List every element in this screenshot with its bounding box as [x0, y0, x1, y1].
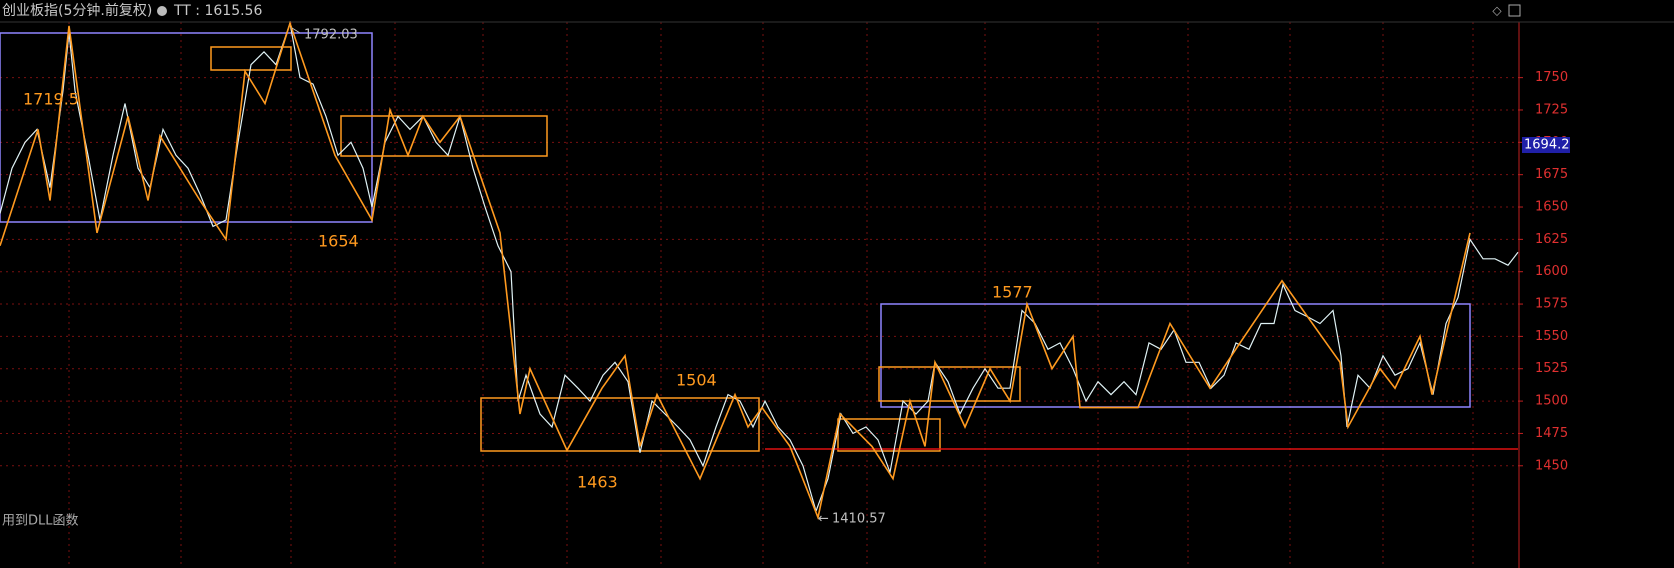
y-tick-label: 1625: [1535, 232, 1568, 247]
y-tick-label: 1600: [1535, 264, 1568, 279]
low-arrow: ←: [818, 512, 829, 527]
zigzag-line: [0, 20, 1471, 521]
y-tick-label: 1500: [1535, 394, 1568, 409]
annotation: 1654: [318, 232, 359, 251]
info-icon[interactable]: [157, 6, 167, 16]
y-tick-label: 1525: [1535, 361, 1568, 376]
high-label: 1792.03: [304, 28, 358, 43]
annotation: 1463: [577, 473, 618, 492]
y-tick-label: 1550: [1535, 329, 1568, 344]
low-label: 1410.57: [832, 512, 886, 527]
extreme-pointer: [291, 27, 301, 34]
window-icon[interactable]: [1508, 4, 1521, 17]
y-tick-label: 1650: [1535, 200, 1568, 215]
y-tick-label: 1675: [1535, 167, 1568, 182]
indicator-value: TT : 1615.56: [173, 3, 262, 19]
chart-title: 创业板指(5分钟.前复权): [2, 2, 152, 19]
annotation: 1719.5: [23, 90, 79, 109]
y-tick-label: 1725: [1535, 102, 1568, 117]
current-price-box: [1522, 137, 1570, 153]
y-tick-label: 1475: [1535, 426, 1568, 441]
y-tick-label: 1450: [1535, 458, 1568, 473]
current-price: 1694.2: [1524, 138, 1570, 153]
time-dividers: [68, 22, 1474, 568]
y-tick-label: 1575: [1535, 297, 1568, 312]
y-tick-label: 1750: [1535, 70, 1568, 85]
status-text: 用到DLL函数: [2, 514, 79, 529]
annotation: 1504: [676, 371, 717, 390]
toggle-icon[interactable]: ◇: [1492, 4, 1502, 18]
boxes: [0, 32, 1471, 452]
annotation: 1577: [992, 283, 1033, 302]
